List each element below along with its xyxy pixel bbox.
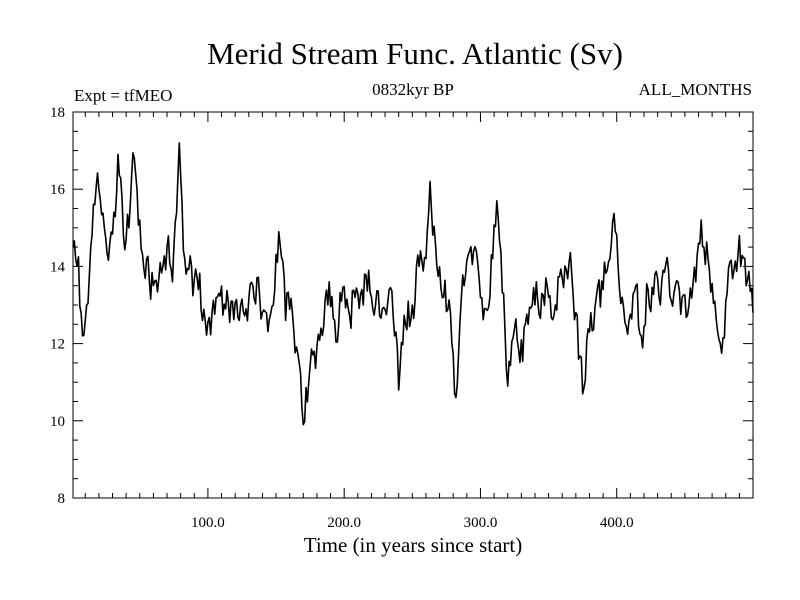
- experiment-label: Expt = tfMEO: [74, 86, 172, 105]
- x-tick-label: 100.0: [191, 515, 225, 531]
- x-axis-label: Time (in years since start): [304, 533, 523, 557]
- chart-title: Merid Stream Func. Atlantic (Sv): [207, 36, 623, 71]
- series-line: [72, 142, 754, 426]
- x-tick-label: 400.0: [600, 515, 634, 531]
- y-tick-label: 18: [50, 105, 65, 121]
- y-tick-label: 14: [50, 259, 66, 275]
- x-tick-label: 200.0: [327, 515, 361, 531]
- months-label: ALL_MONTHS: [639, 80, 752, 99]
- y-tick-label: 10: [50, 414, 65, 430]
- x-tick-label: 300.0: [464, 515, 498, 531]
- period-label: 0832kyr BP: [372, 80, 454, 99]
- y-tick-label: 8: [58, 491, 66, 507]
- y-tick-label: 16: [50, 182, 66, 198]
- y-tick-label: 12: [50, 337, 65, 353]
- x-axis: 100.0 200.0 300.0 400.0: [84, 112, 740, 531]
- y-axis: 8 10 12 14 16 18: [50, 105, 753, 507]
